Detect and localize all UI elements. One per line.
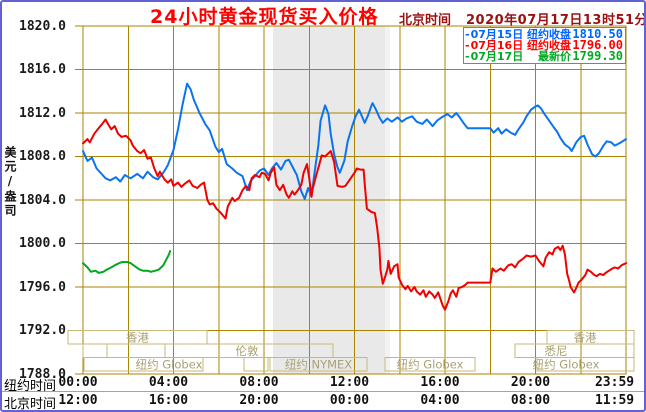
y-tick-label: 1816.0 bbox=[19, 62, 66, 77]
y-tick-label: 1804.0 bbox=[19, 192, 66, 208]
axis-row-label: 北京时间 bbox=[4, 397, 57, 412]
session-box bbox=[83, 357, 204, 372]
session-box bbox=[67, 330, 208, 345]
y-tick-label: 1796.0 bbox=[19, 279, 66, 295]
legend-row: -07月16日 纽约收盘 1796.00 bbox=[464, 38, 625, 52]
time-tick-label: 12:00 bbox=[58, 393, 98, 408]
y-tick-label: 1808.0 bbox=[19, 149, 66, 164]
time-tick-label: 12:00 bbox=[329, 375, 370, 390]
y-tick-label: 1788.0 bbox=[19, 366, 66, 382]
legend-value-label: 纽约收盘 bbox=[527, 39, 571, 52]
legend-line-marker: - bbox=[465, 50, 470, 63]
page-title: 24小时黄金现货买入价格 bbox=[150, 6, 379, 28]
time-tick-label: 16:00 bbox=[420, 375, 460, 390]
plot-grid bbox=[75, 25, 626, 375]
y-tick-label: 1812.0 bbox=[19, 105, 66, 121]
session-box bbox=[269, 357, 368, 372]
y-tick-label: 1792.0 bbox=[19, 323, 66, 338]
session-box bbox=[82, 343, 108, 358]
price-line-07月16日 bbox=[82, 118, 627, 311]
legend-line-marker: - bbox=[465, 39, 470, 52]
legend-value: 1799.30 bbox=[572, 49, 623, 63]
time-tick-label: 00:00 bbox=[58, 375, 98, 390]
session-label: 香港 bbox=[126, 331, 149, 345]
time-axis-row: 纽约时间 00:00 04:00 08:00 12:00 16:00 20:00 23:59 bbox=[0, 375, 646, 394]
legend-row: -07月17日 最新价 1799.30 bbox=[464, 49, 625, 63]
session-box bbox=[384, 357, 476, 372]
price-line-07月15日 bbox=[82, 82, 627, 200]
session-label: 悉尼 bbox=[545, 344, 568, 358]
session-box bbox=[536, 357, 635, 372]
session-label: 伦敦 bbox=[236, 344, 259, 358]
legend-row: -07月15日 纽约收盘 1810.50 bbox=[464, 27, 625, 41]
legend-date: 07月15日 bbox=[470, 28, 524, 41]
legend-value: 1796.00 bbox=[572, 38, 623, 52]
legend-value-label: 最新价 bbox=[538, 50, 571, 63]
time-tick-label: 20:00 bbox=[510, 375, 551, 390]
time-tick-label: 04:00 bbox=[420, 393, 460, 408]
legend-date: 07月17日 bbox=[470, 50, 524, 63]
time-tick-label: 00:00 bbox=[329, 393, 370, 408]
chart-legend: -07月15日 纽约收盘 1810.50-07月16日 纽约收盘 1796.00-07月… bbox=[463, 27, 626, 64]
y-tick-label: 1800.0 bbox=[19, 236, 66, 251]
y-tick-label: 1820.0 bbox=[19, 18, 66, 34]
time-axis-row: 北京时间 12:00 16:00 20:00 00:00 04:00 08:00 11:59 bbox=[0, 393, 646, 412]
legend-date: 07月16日 bbox=[470, 39, 524, 52]
legend-line-marker: - bbox=[465, 28, 470, 41]
plot-border bbox=[82, 25, 627, 375]
time-tick-label: 23:59 bbox=[594, 375, 635, 390]
axis-row-divider bbox=[2, 391, 644, 392]
time-tick-label: 16:00 bbox=[148, 393, 189, 408]
time-tick-label: 04:00 bbox=[148, 375, 189, 390]
time-tick-label: 20:00 bbox=[239, 393, 279, 408]
session-label: 纽约 Globex bbox=[397, 358, 464, 372]
session-box bbox=[514, 343, 635, 358]
session-label: 香港 bbox=[574, 331, 597, 345]
datetime-value: 2020年07月17日13时51分 bbox=[466, 13, 646, 28]
time-tick-label: 08:00 bbox=[239, 375, 279, 390]
legend-value-label: 纽约收盘 bbox=[527, 28, 571, 41]
time-tick-label: 08:00 bbox=[510, 393, 551, 408]
session-label: 纽约 Globex bbox=[136, 358, 203, 372]
price-line-07月17日 bbox=[82, 250, 172, 274]
session-box bbox=[243, 357, 269, 372]
time-tick-label: 11:59 bbox=[594, 393, 635, 408]
legend-value: 1810.50 bbox=[572, 27, 623, 41]
beijing-time-label: 北京时间 bbox=[399, 13, 452, 28]
session-label: 纽约 Globex bbox=[533, 358, 600, 372]
y-axis-unit: 美元/盎司 bbox=[3, 146, 17, 218]
session-label: 纽约 NYMEX bbox=[285, 358, 352, 372]
axis-row-label: 纽约时间 bbox=[4, 379, 57, 394]
